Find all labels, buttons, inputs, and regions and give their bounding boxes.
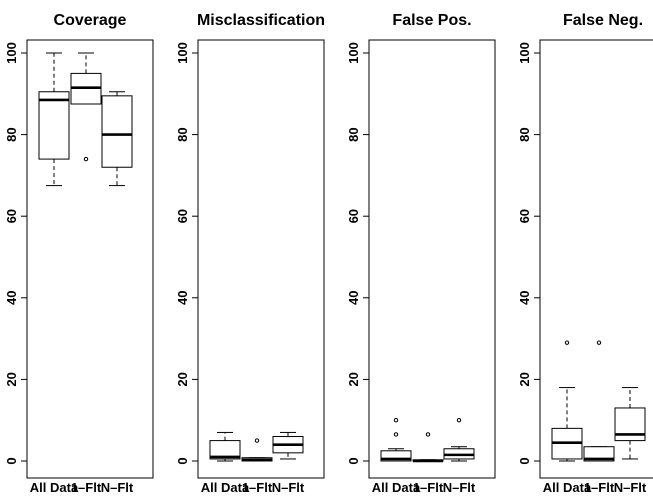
y-tick-label: 60 [4, 209, 19, 223]
category-label: All Data [30, 480, 79, 495]
y-tick-label: 60 [517, 209, 532, 223]
box-body [583, 446, 615, 462]
box-1 [412, 432, 444, 463]
category-label: N–Flt [443, 480, 476, 495]
box-2 [443, 418, 475, 462]
box-body [380, 450, 412, 462]
outlier-point [254, 438, 260, 443]
y-tick-label: 0 [346, 457, 361, 464]
panel-title: False Pos. [392, 12, 471, 29]
category-label: 1–Flt [71, 480, 102, 495]
y-tick-label: 0 [175, 457, 190, 464]
box-1 [241, 438, 273, 462]
outlier-point [83, 156, 89, 162]
y-tick-label: 0 [4, 457, 19, 464]
category-label: N–Flt [101, 480, 134, 495]
outlier-point [425, 432, 431, 437]
y-tick-label: 100 [175, 42, 190, 64]
plot-frame [26, 39, 154, 479]
box-0 [380, 418, 412, 462]
box-1 [583, 340, 615, 462]
plot-frame [197, 39, 325, 479]
box-body [101, 95, 133, 168]
y-tick-label: 40 [346, 291, 361, 305]
outlier-point [564, 340, 570, 345]
category-label: All Data [543, 480, 592, 495]
y-tick-label: 60 [175, 209, 190, 223]
box-body [38, 91, 70, 160]
plot-frame [368, 39, 496, 479]
box-2 [614, 387, 646, 460]
y-tick-label: 20 [4, 372, 19, 386]
y-tick-label: 60 [346, 209, 361, 223]
category-label: 1–Flt [413, 480, 444, 495]
box-0 [551, 340, 583, 462]
y-tick-label: 20 [517, 372, 532, 386]
outlier-point [596, 340, 602, 345]
box-body [209, 440, 241, 460]
box-0 [209, 431, 241, 462]
category-label: N–Flt [614, 480, 647, 495]
category-label: 1–Flt [242, 480, 273, 495]
y-tick-label: 80 [346, 127, 361, 141]
chart-panel-1: Misclassification 0 20 40 60 80 100 All Data1–F… [175, 12, 325, 495]
y-tick-label: 20 [175, 372, 190, 386]
y-tick-label: 100 [517, 42, 532, 64]
panel-title: False Neg. [563, 12, 643, 29]
outlier-point [393, 432, 399, 437]
y-tick-label: 80 [175, 127, 190, 141]
outlier-point [393, 418, 399, 423]
box-2 [101, 91, 133, 187]
y-tick-label: 20 [346, 372, 361, 386]
y-tick-label: 40 [4, 291, 19, 305]
box-2 [272, 431, 304, 460]
outlier-point [456, 418, 462, 423]
box-0 [38, 52, 70, 187]
panel-title: Misclassification [197, 12, 325, 29]
y-tick-label: 100 [4, 42, 19, 64]
y-tick-label: 80 [4, 127, 19, 141]
category-label: All Data [372, 480, 421, 495]
category-label: 1–Flt [584, 480, 615, 495]
y-tick-label: 80 [517, 127, 532, 141]
box-1 [70, 52, 102, 162]
y-tick-label: 40 [517, 291, 532, 305]
panel-title: Coverage [54, 12, 127, 29]
plot-frame [539, 39, 653, 479]
category-label: All Data [201, 480, 250, 495]
category-label: N–Flt [272, 480, 305, 495]
y-tick-label: 0 [517, 457, 532, 464]
y-tick-label: 100 [346, 42, 361, 64]
y-tick-label: 40 [175, 291, 190, 305]
